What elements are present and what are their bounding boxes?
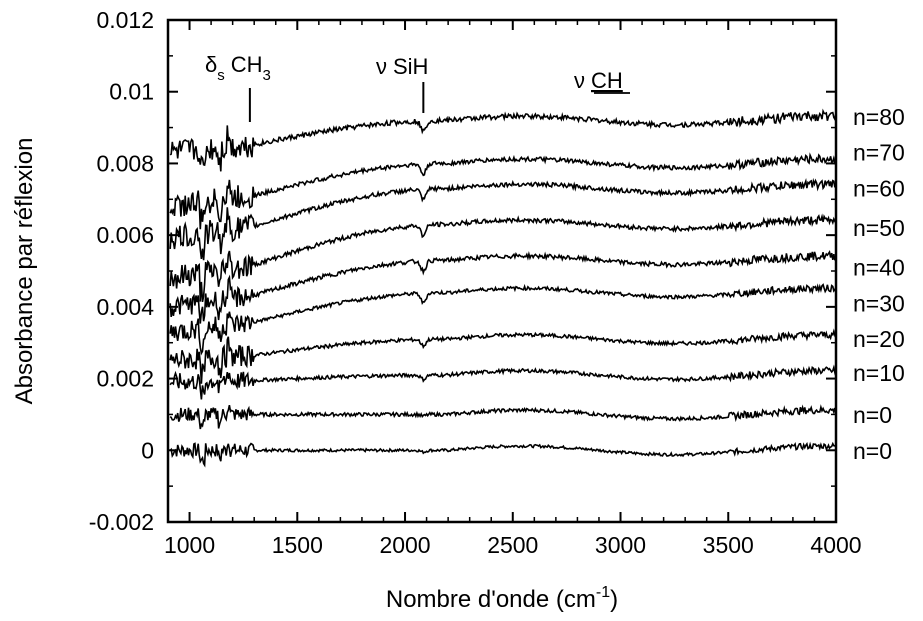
- spectrum-line: [169, 108, 837, 172]
- y-tick-label: 0.01: [109, 79, 154, 105]
- y-tick-label: 0.006: [96, 222, 154, 248]
- spectrum-line: [169, 328, 837, 384]
- x-tick-label: 3000: [595, 532, 646, 558]
- x-tick-label: 2500: [487, 532, 538, 558]
- series-label: n=30: [853, 290, 905, 316]
- spectrum-line: [169, 213, 837, 303]
- spectra-lines: [169, 108, 837, 468]
- y-tick-label: -0.002: [89, 509, 154, 535]
- spectrum-line: [169, 364, 837, 400]
- y-tick-label: 0: [141, 437, 154, 463]
- x-axis-title: Nombre d'onde (cm-1): [386, 584, 618, 613]
- annotation-sih-stretch: ν SiH: [376, 54, 428, 79]
- x-tick-label: 1500: [272, 532, 323, 558]
- annotation-ch-stretch: ν CH: [574, 68, 623, 93]
- spectrum-line: [169, 441, 837, 468]
- x-tick-label: 1000: [164, 532, 215, 558]
- spectrum-line: [169, 283, 837, 356]
- plot-frame: [166, 18, 838, 524]
- spectrum-line: [169, 152, 837, 230]
- y-axis-ticks: -0.002 0 0.002 0.004 0.006 0.008 0.01 0.012: [89, 7, 836, 535]
- series-label: n=40: [853, 254, 905, 280]
- series-label: n=0: [853, 438, 892, 464]
- x-axis-title-main: Nombre d'onde (cm: [386, 586, 596, 613]
- series-label: n=60: [853, 176, 905, 202]
- y-tick-label: 0.004: [96, 294, 154, 320]
- y-tick-label: 0.012: [96, 7, 154, 33]
- series-label: n=10: [853, 360, 905, 386]
- annotation-ch3-deformation: δs CH3: [205, 52, 271, 84]
- spectrum-line: [169, 250, 837, 324]
- y-axis-title: Absorbance par réflexion: [11, 138, 38, 405]
- series-label: n=20: [853, 326, 905, 352]
- series-label: n=0: [853, 402, 892, 428]
- y-tick-label: 0.008: [96, 150, 154, 176]
- x-tick-label: 3500: [703, 532, 754, 558]
- y-tick-label: 0.002: [96, 366, 154, 392]
- x-axis-title-tail: ): [610, 586, 618, 613]
- x-axis-title-sup: -1: [596, 584, 610, 601]
- x-tick-label: 2000: [379, 532, 430, 558]
- spectrum-line: [169, 404, 837, 430]
- x-tick-label: 4000: [810, 532, 861, 558]
- spectrum-line: [169, 177, 837, 261]
- series-label: n=50: [853, 215, 905, 241]
- band-annotations: δs CH3 ν SiH ν CH: [205, 52, 630, 122]
- x-axis-ticks: 1000 1500 2000 2500 3000 3500 4000: [164, 20, 862, 558]
- series-label: n=70: [853, 140, 905, 166]
- series-labels: n=0 n=0 n=10 n=20 n=30 n=40 n=50 n=60 n=70 n=80: [853, 104, 905, 464]
- series-label: n=80: [853, 104, 905, 130]
